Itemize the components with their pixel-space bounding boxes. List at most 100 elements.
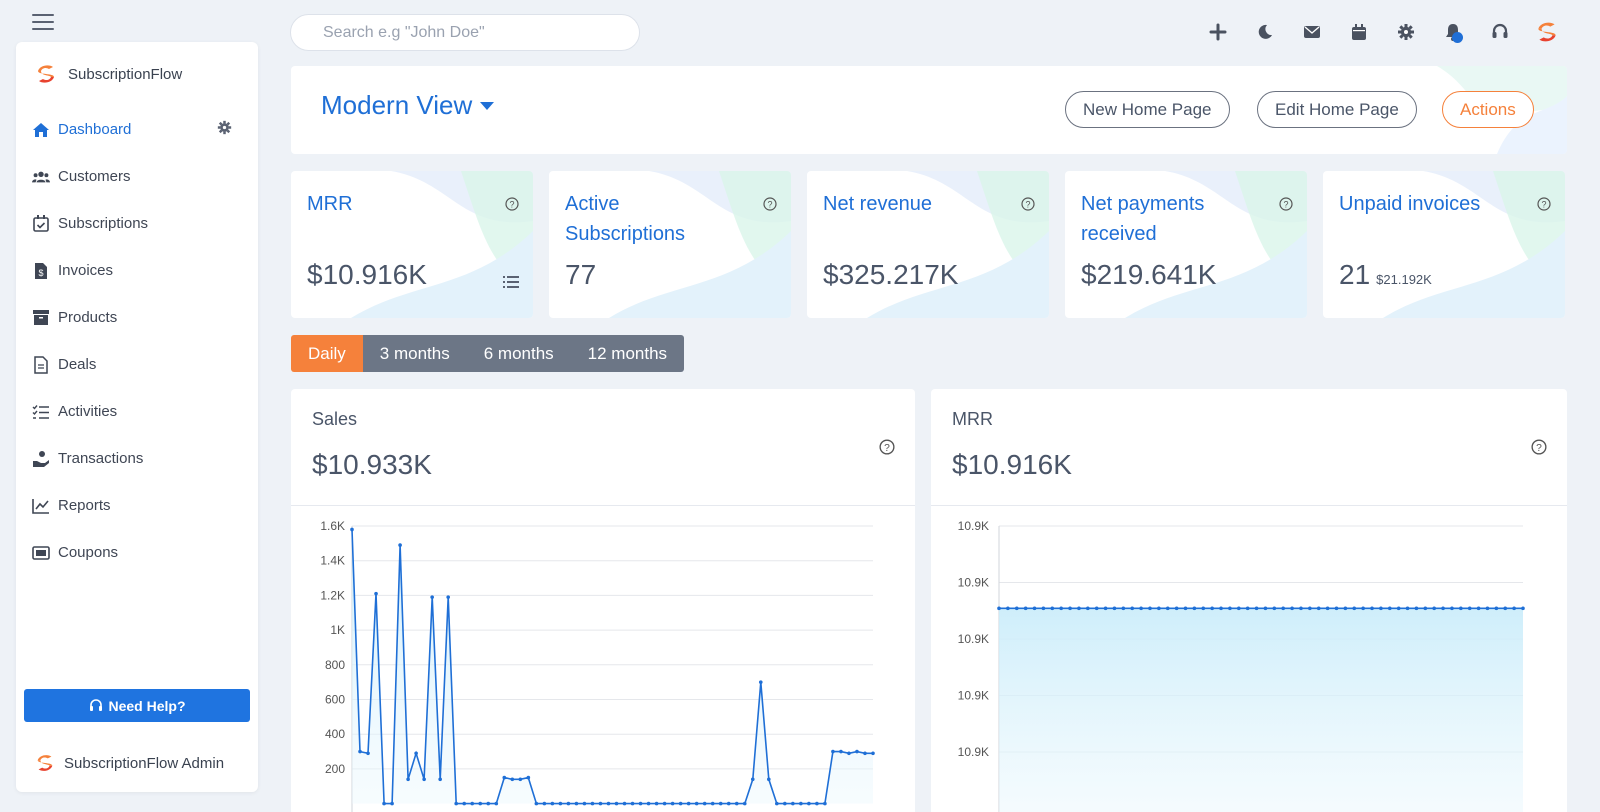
stat-card-net-payments[interactable]: Net payments received $219.641K ? xyxy=(1065,171,1307,318)
mrr-point xyxy=(1059,606,1063,611)
help-circle-icon[interactable]: ? xyxy=(763,197,777,211)
mrr-point xyxy=(1441,606,1445,611)
sidebar-item-deals[interactable]: Deals xyxy=(16,341,258,388)
mrr-point xyxy=(1325,606,1330,611)
sales-point xyxy=(815,801,819,806)
help-circle-icon[interactable]: ? xyxy=(1537,197,1551,211)
y-tick-label: 1.6K xyxy=(320,519,345,533)
help-circle-icon[interactable]: ? xyxy=(1021,197,1035,211)
moon-icon[interactable] xyxy=(1241,18,1288,46)
sales-point xyxy=(430,595,434,599)
sales-point xyxy=(783,801,787,806)
sales-point xyxy=(799,801,803,806)
decorative-waves xyxy=(1383,171,1565,318)
hand-coin-icon xyxy=(32,450,50,468)
sales-point xyxy=(366,751,370,756)
sidebar-item-activities[interactable]: Activities xyxy=(16,388,258,435)
bell-icon[interactable] xyxy=(1429,18,1476,46)
mrr-title: MRR xyxy=(952,409,993,429)
stat-card-active-subscriptions[interactable]: Active Subscriptions 77 ? xyxy=(549,171,791,318)
sales-title: Sales xyxy=(312,409,358,429)
svg-text:?: ? xyxy=(1025,200,1030,210)
sidebar-item-subscriptions[interactable]: Subscriptions xyxy=(16,200,258,247)
new-home-page-button[interactable]: New Home Page xyxy=(1065,91,1230,128)
sidebar-item-dashboard[interactable]: Dashboard xyxy=(16,106,258,153)
stat-card-net-revenue[interactable]: Net revenue $325.217K ? xyxy=(807,171,1049,318)
mrr-point xyxy=(1245,606,1250,611)
admin-account[interactable]: SubscriptionFlow Admin xyxy=(34,752,224,774)
period-tabs: Daily 3 months 6 months 12 months xyxy=(291,335,685,372)
period-tab-3-months[interactable]: 3 months xyxy=(362,335,467,372)
help-circle-icon[interactable]: ? xyxy=(879,439,895,455)
mrr-point xyxy=(1387,606,1392,611)
menu-toggle-icon[interactable] xyxy=(32,14,54,30)
help-circle-icon[interactable]: ? xyxy=(505,197,519,211)
admin-label: SubscriptionFlow Admin xyxy=(64,754,225,772)
help-circle-icon[interactable]: ? xyxy=(1279,197,1293,211)
sales-point xyxy=(558,801,563,806)
period-tab-12-months[interactable]: 12 months xyxy=(570,335,685,372)
sales-point xyxy=(390,801,394,806)
mail-icon[interactable] xyxy=(1288,18,1335,46)
sidebar-item-reports[interactable]: Reports xyxy=(16,482,258,529)
mrr-point xyxy=(1121,606,1126,611)
calendar-icon[interactable] xyxy=(1335,18,1382,46)
sidebar-item-label: Invoices xyxy=(58,262,114,279)
y-tick-label: 10.9K xyxy=(958,632,989,646)
header-card: Modern View New Home Page Edit Home Page… xyxy=(291,66,1567,154)
sales-point xyxy=(494,801,499,806)
ticket-icon xyxy=(32,544,50,562)
sales-point xyxy=(510,777,515,782)
gear-icon[interactable] xyxy=(217,120,232,139)
view-selector[interactable]: Modern View xyxy=(321,90,495,121)
sidebar-item-coupons[interactable]: Coupons xyxy=(16,529,258,576)
sidebar-item-transactions[interactable]: Transactions xyxy=(16,435,258,482)
stat-card-mrr[interactable]: MRR $10.916K ? xyxy=(291,171,533,318)
mrr-point xyxy=(1521,606,1525,611)
list-icon[interactable] xyxy=(503,275,519,289)
sales-point xyxy=(550,801,555,806)
svg-text:?: ? xyxy=(1541,200,1546,210)
mrr-point xyxy=(1485,606,1490,611)
stat-card-unpaid-invoices[interactable]: Unpaid invoices 21 $21.192K ? xyxy=(1323,171,1565,318)
sales-point xyxy=(422,777,426,782)
actions-button[interactable]: Actions xyxy=(1442,91,1534,128)
sales-point xyxy=(686,801,691,806)
period-tab-daily[interactable]: Daily xyxy=(291,335,363,372)
search-input[interactable] xyxy=(290,14,640,51)
sidebar: SubscriptionFlow Dashboard Customers Subsc… xyxy=(16,42,258,792)
edit-home-page-button[interactable]: Edit Home Page xyxy=(1257,91,1417,128)
mrr-point xyxy=(1370,606,1374,611)
headset-icon[interactable] xyxy=(1476,18,1523,46)
sales-point xyxy=(694,801,699,806)
sales-point xyxy=(726,801,731,806)
sidebar-item-label: Products xyxy=(58,309,118,326)
sales-point xyxy=(831,749,835,754)
mrr-point xyxy=(1023,606,1028,611)
mrr-point xyxy=(1183,606,1188,611)
plus-icon[interactable] xyxy=(1194,18,1241,46)
sidebar-item-customers[interactable]: Customers xyxy=(16,153,258,200)
sidebar-item-label: Activities xyxy=(58,403,118,420)
sales-point xyxy=(454,801,458,806)
need-help-label: Need Help? xyxy=(108,697,186,714)
mrr-chart: 10.9K 10.9K 10.9K 10.9K 10.9K xyxy=(958,519,1525,812)
period-tab-6-months[interactable]: 6 months xyxy=(466,335,571,372)
mrr-point xyxy=(1041,606,1046,611)
brand-logo-icon[interactable] xyxy=(1523,18,1570,46)
sidebar-item-products[interactable]: Products xyxy=(16,294,258,341)
sales-point xyxy=(670,801,675,806)
mrr-point xyxy=(1103,606,1108,611)
sidebar-item-invoices[interactable]: $ Invoices xyxy=(16,247,258,294)
need-help-button[interactable]: Need Help? xyxy=(24,689,250,722)
mrr-point xyxy=(1094,606,1099,611)
y-tick-label: 1.4K xyxy=(320,554,345,568)
help-circle-icon[interactable]: ? xyxy=(1531,439,1547,455)
sales-point xyxy=(614,801,619,806)
gear-icon[interactable] xyxy=(1382,18,1429,46)
mrr-point xyxy=(1423,606,1428,611)
sales-point xyxy=(566,801,571,806)
mrr-point xyxy=(1254,606,1259,611)
brand[interactable]: SubscriptionFlow xyxy=(16,42,258,106)
mrr-point xyxy=(1512,606,1516,611)
